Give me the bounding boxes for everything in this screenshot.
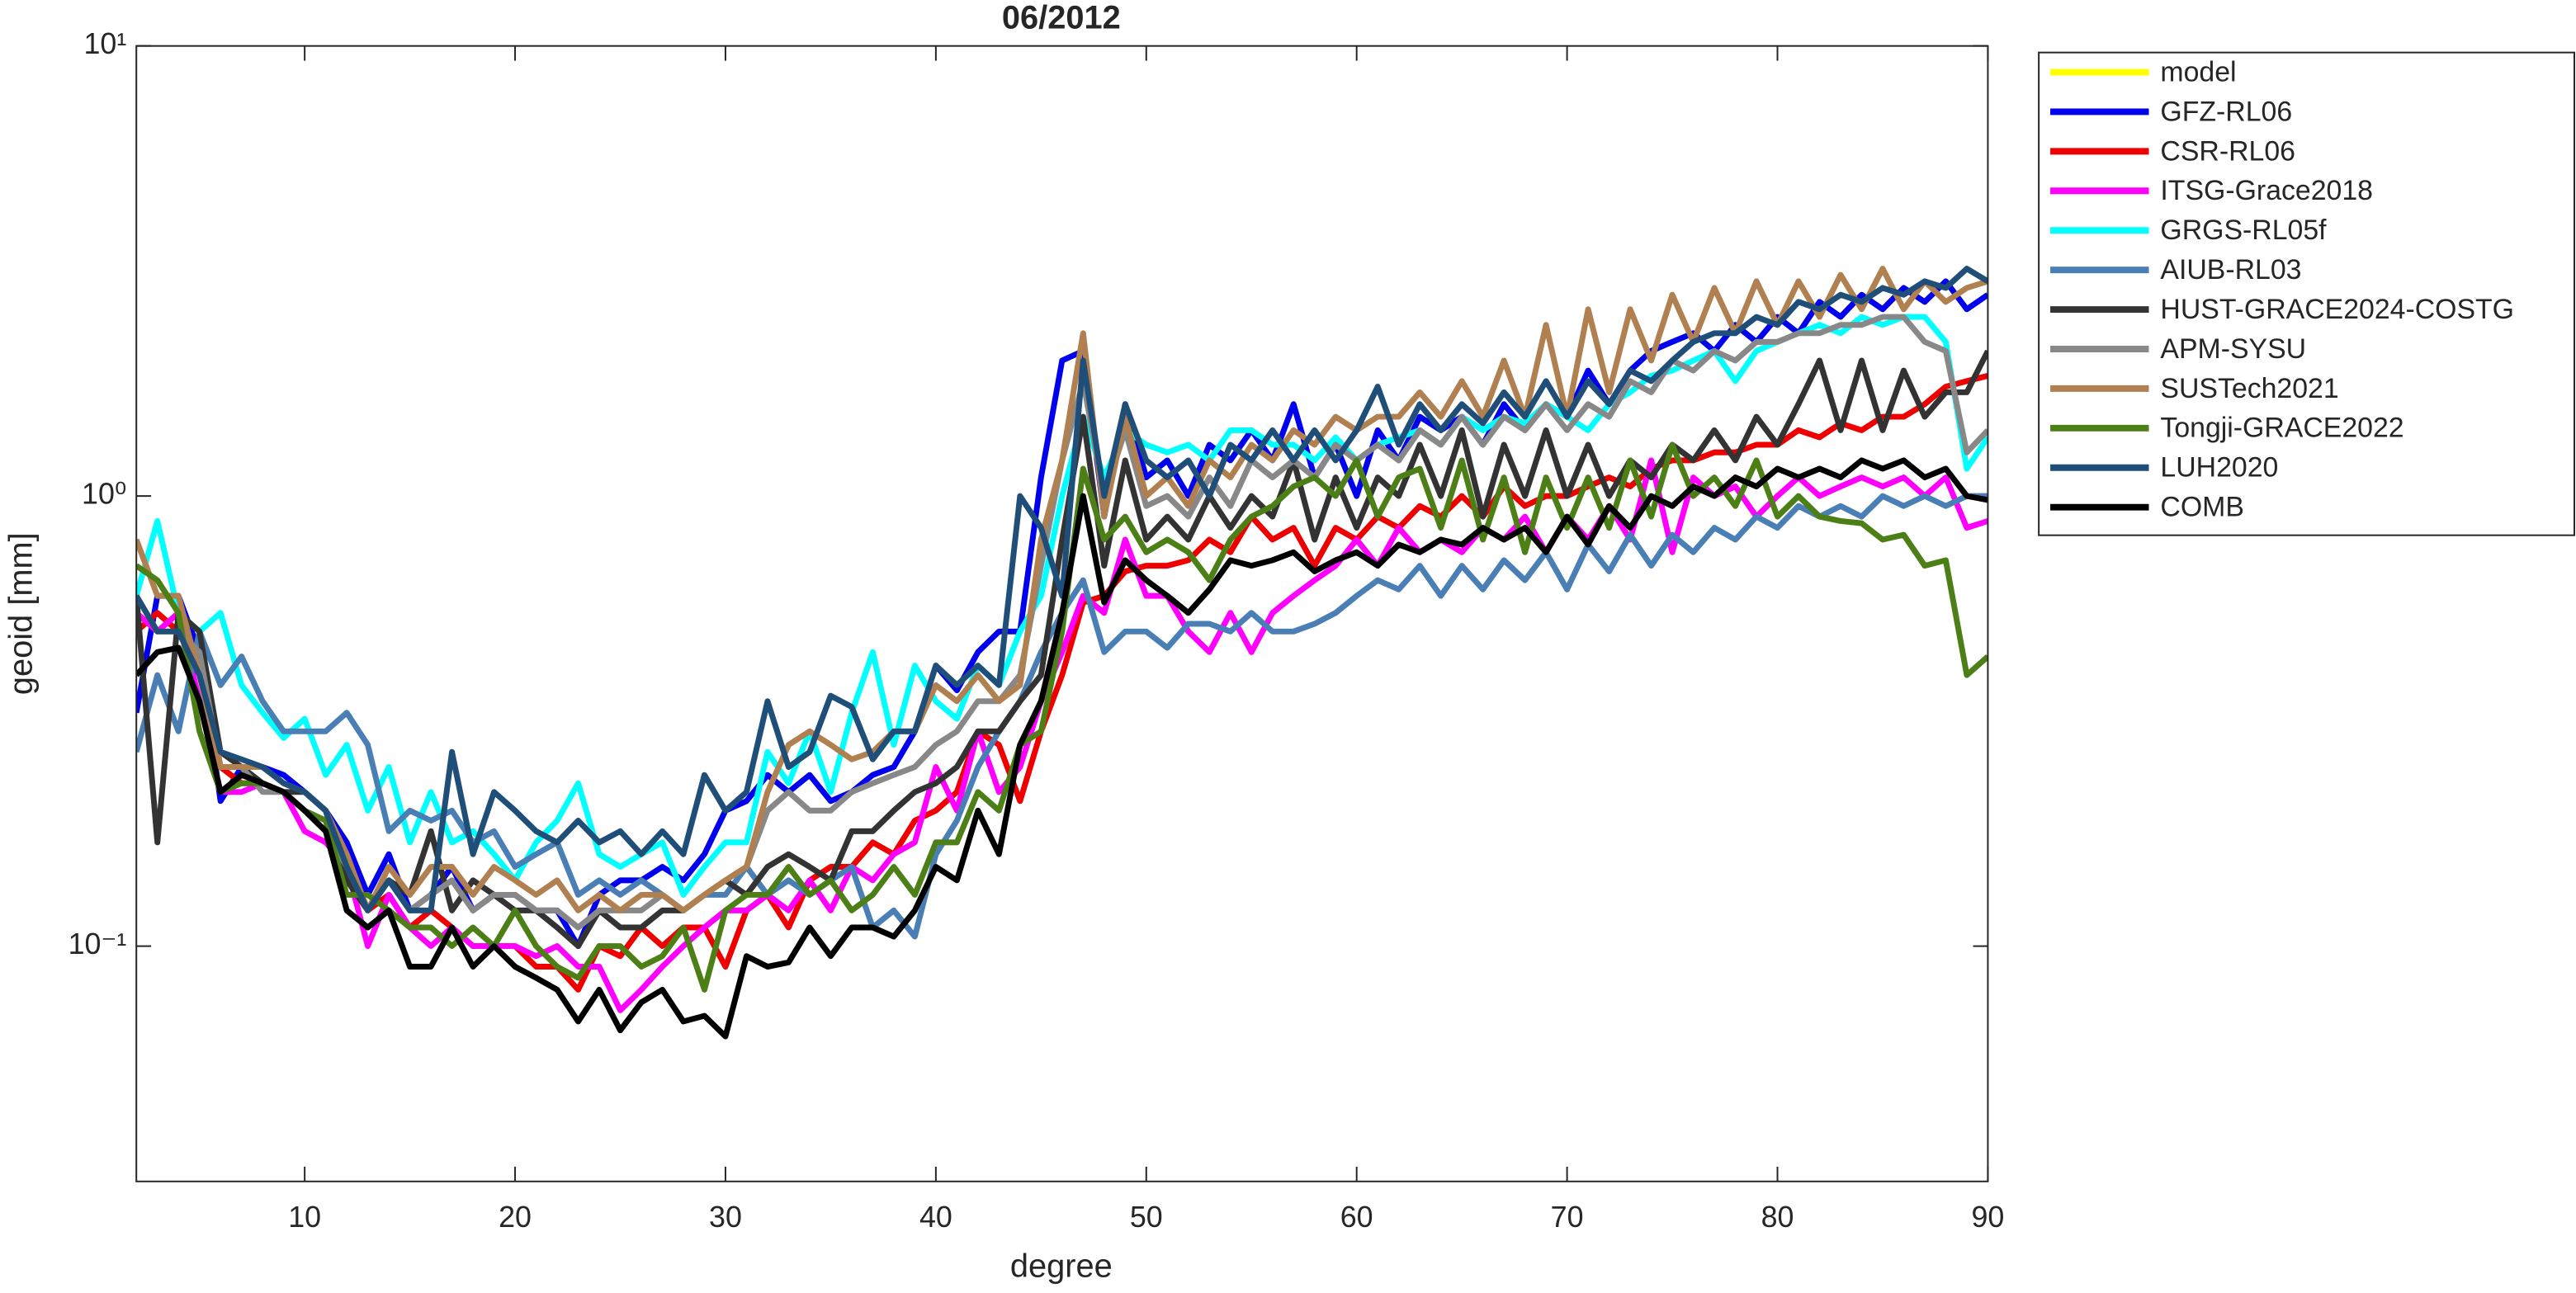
legend-label: model — [2160, 56, 2236, 87]
x-tick-label: 80 — [1761, 1201, 1794, 1234]
legend-label: GFZ-RL06 — [2160, 96, 2292, 127]
x-tick-label: 60 — [1340, 1201, 1373, 1234]
legend-label: AIUB-RL03 — [2160, 254, 2301, 285]
legend-label: GRGS-RL05f — [2160, 215, 2327, 246]
legend-label: ITSG-Grace2018 — [2160, 175, 2373, 206]
chart-title: 06/2012 — [1002, 0, 1121, 35]
axes-box — [135, 45, 1989, 1182]
series-line — [136, 266, 1988, 913]
legend-label: CSR-RL06 — [2160, 135, 2295, 167]
x-tick-label: 10 — [288, 1201, 321, 1234]
y-axis-label: geoid [mm] — [2, 532, 39, 695]
legend-label: LUH2020 — [2160, 452, 2278, 484]
legend-label: Tongji-GRACE2022 — [2160, 413, 2403, 444]
x-tick-label: 30 — [709, 1201, 742, 1234]
series-line — [136, 457, 1988, 1040]
y-tick-label: 10⁰ — [82, 478, 126, 511]
x-tick-label: 50 — [1130, 1201, 1163, 1234]
x-tick-label: 70 — [1551, 1201, 1584, 1234]
series-line — [136, 457, 1988, 1013]
legend-label: SUSTech2021 — [2160, 373, 2338, 404]
plot-lines — [136, 266, 1988, 1040]
legend-box — [2038, 51, 2576, 536]
x-tick-label: 20 — [499, 1201, 532, 1234]
x-axis-label: degree — [1010, 1248, 1113, 1285]
x-tick-label: 90 — [1972, 1201, 2005, 1234]
series-line — [136, 266, 1988, 913]
legend-label: HUST-GRACE2024-COSTG — [2160, 294, 2514, 325]
y-tick-label: 10¹ — [83, 27, 126, 60]
x-tick-label: 40 — [919, 1201, 952, 1234]
legend-label: APM-SYSU — [2160, 333, 2306, 365]
y-tick-label: 10⁻¹ — [69, 927, 127, 960]
legend-label: COMB — [2160, 492, 2243, 523]
